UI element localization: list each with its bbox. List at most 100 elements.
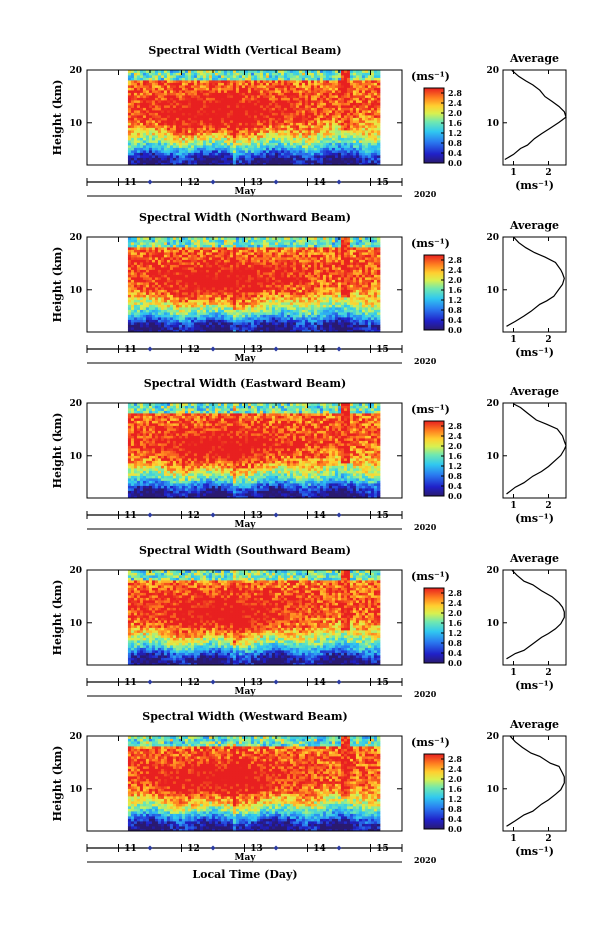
heatmap-cell — [247, 309, 252, 313]
heatmap-cell — [196, 95, 201, 98]
heatmap-cell — [241, 262, 246, 265]
heatmap-cell — [202, 87, 207, 91]
heatmap-cell — [196, 299, 201, 303]
heatmap-cell — [268, 132, 273, 136]
heatmap-cell — [145, 299, 150, 303]
heatmap-cell — [322, 157, 327, 161]
heatmap-cell — [250, 309, 255, 313]
heatmap-cell — [262, 314, 267, 318]
heatmap-cell — [256, 127, 261, 131]
heatmap-cell — [355, 135, 360, 138]
heatmap-cell — [139, 257, 144, 260]
heatmap-cell — [166, 112, 171, 116]
heatmap-cell — [157, 299, 162, 303]
heatmap-cell — [208, 327, 213, 330]
heatmap-cell — [172, 284, 177, 288]
heatmap-cell — [175, 259, 180, 263]
heatmap-cell — [370, 95, 375, 98]
heatmap-cell — [211, 277, 216, 280]
heatmap-cell — [301, 112, 306, 116]
heatmap-cell — [181, 130, 186, 133]
heatmap-cell — [307, 77, 312, 81]
heatmap-cell — [232, 264, 237, 268]
heatmap-cell — [139, 75, 144, 78]
heatmap-cell — [211, 87, 216, 91]
heatmap-cell — [247, 282, 252, 285]
heatmap-cell — [340, 77, 345, 81]
heatmap-cell — [217, 77, 222, 81]
heatmap-cell — [337, 85, 342, 88]
heatmap-cell — [190, 249, 195, 253]
heatmap-cell — [208, 135, 213, 138]
heatmap-cell — [151, 150, 156, 153]
heatmap-cell — [256, 304, 261, 308]
heatmap-cell — [193, 100, 198, 103]
heatmap-cell — [205, 102, 210, 106]
heatmap-cell — [127, 304, 132, 308]
heatmap-cell — [376, 107, 381, 111]
heatmap-cell — [235, 262, 240, 265]
heatmap-cell — [187, 324, 192, 328]
heatmap-cell — [184, 70, 189, 73]
heatmap-cell — [256, 319, 261, 323]
heatmap-cell — [337, 162, 342, 166]
heatmap-cell — [220, 70, 225, 73]
heatmap-cell — [133, 304, 138, 308]
heatmap-cell — [127, 284, 132, 288]
heatmap-cell — [271, 120, 276, 123]
heatmap-cell — [190, 314, 195, 318]
heatmap-cell — [346, 85, 351, 88]
heatmap-cell — [340, 92, 345, 96]
heatmap-cell — [139, 237, 144, 240]
heatmap-cell — [229, 282, 234, 285]
heatmap-cell — [286, 72, 291, 76]
heatmap-cell — [295, 95, 300, 98]
heatmap-cell — [163, 267, 168, 270]
heatmap-cell — [136, 135, 141, 138]
heatmap-cell — [325, 72, 330, 76]
heatmap-cell — [268, 82, 273, 86]
heatmap-cell — [307, 155, 312, 158]
heatmap-cell — [307, 150, 312, 153]
heatmap-cell — [349, 115, 354, 118]
heatmap-cell — [298, 150, 303, 153]
heatmap-cell — [160, 127, 165, 131]
heatmap-cell — [238, 327, 243, 330]
heatmap-cell — [250, 140, 255, 143]
heatmap-cell — [151, 142, 156, 146]
heatmap-cell — [142, 327, 147, 330]
heatmap-cell — [247, 135, 252, 138]
heatmap-cell — [214, 247, 219, 250]
heatmap-cell — [151, 319, 156, 323]
heatmap-cell — [157, 82, 162, 86]
heatmap-cell — [199, 135, 204, 138]
heatmap-cell — [139, 277, 144, 280]
heatmap-cell — [220, 105, 225, 108]
heatmap-cell — [148, 107, 153, 111]
heatmap-cell — [199, 242, 204, 245]
heatmap-cell — [169, 82, 174, 86]
heatmap-cell — [217, 314, 222, 318]
heatmap-cell — [163, 324, 168, 328]
heatmap-cell — [172, 142, 177, 146]
heatmap-cell — [139, 117, 144, 121]
heatmap-cell — [268, 160, 273, 163]
heatmap-cell — [259, 327, 264, 330]
heatmap-cell — [205, 125, 210, 128]
heatmap-cell — [220, 122, 225, 126]
heatmap-cell — [274, 100, 279, 103]
heatmap-cell — [145, 314, 150, 318]
heatmap-cell — [130, 239, 135, 243]
heatmap-cell — [337, 100, 342, 103]
heatmap-cell — [157, 115, 162, 118]
heatmap-cell — [163, 135, 168, 138]
heatmap-cell — [214, 252, 219, 255]
heatmap-cell — [376, 135, 381, 138]
heatmap-cell — [247, 247, 252, 250]
heatmap-cell — [241, 110, 246, 113]
heatmap-cell — [127, 87, 132, 91]
heatmap-cell — [154, 72, 159, 76]
heatmap-cell — [175, 319, 180, 323]
heatmap-cell — [142, 160, 147, 163]
heatmap-cell — [286, 107, 291, 111]
